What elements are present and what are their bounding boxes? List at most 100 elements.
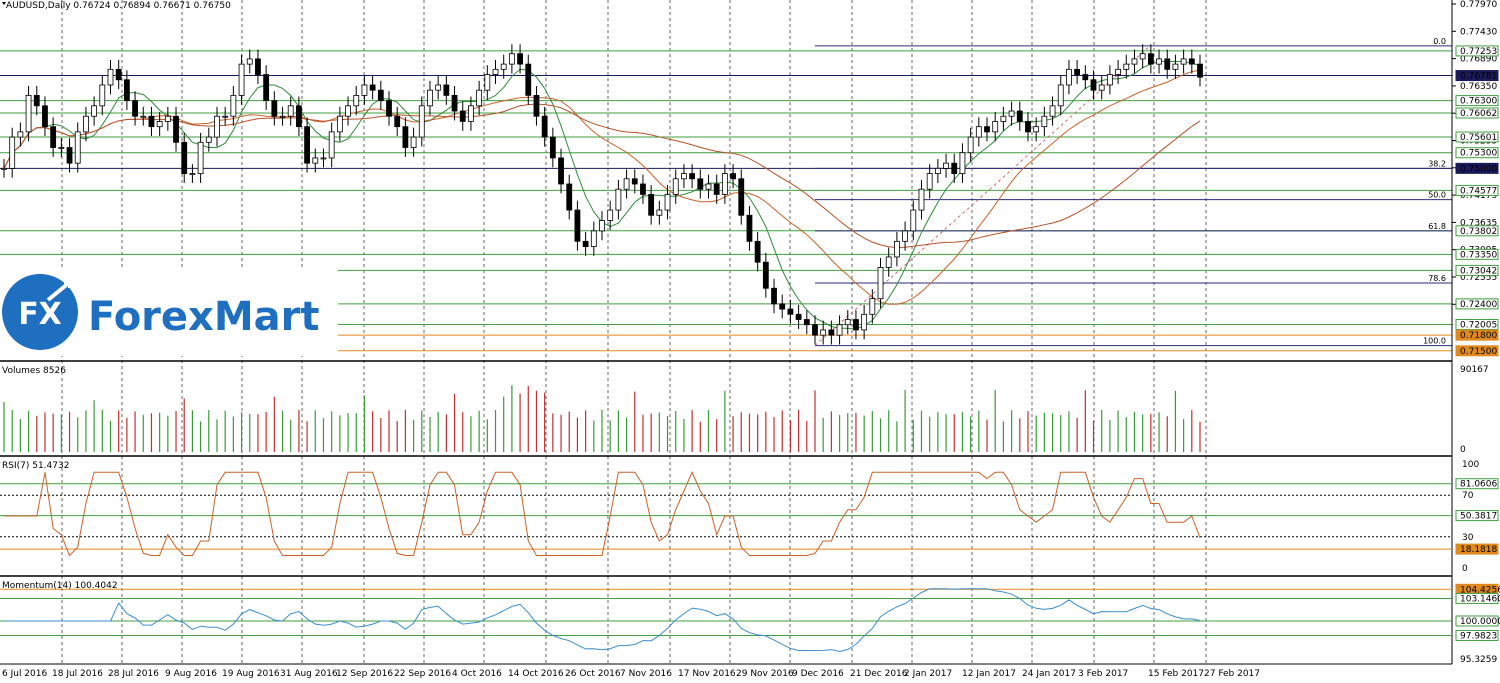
date-label: 24 Jan 2017 bbox=[1022, 669, 1076, 679]
price-label-box bbox=[1455, 264, 1499, 276]
candle-body bbox=[17, 131, 24, 138]
candle-body bbox=[1180, 58, 1187, 65]
price-panel[interactable]: 0.0 38.2 50.0 61.8 78.6 100.0 AUDUSD,Daily 0.… bbox=[0, 1, 1452, 352]
date-label: 12 Sep 2016 bbox=[336, 669, 393, 679]
price-label: 0.73350 bbox=[1460, 250, 1497, 260]
candle-body bbox=[230, 94, 237, 117]
candle-body bbox=[697, 178, 704, 190]
volume-axis: 90167 0 bbox=[1460, 365, 1489, 455]
candle-body bbox=[427, 89, 433, 107]
volume-axis-label: 0 bbox=[1460, 445, 1466, 455]
candle-body bbox=[582, 240, 589, 247]
date-label: 31 Aug 2016 bbox=[280, 669, 338, 679]
fibonacci-label: 61.8 bbox=[1428, 222, 1446, 231]
candle-body bbox=[910, 209, 917, 232]
candle-body bbox=[1025, 121, 1031, 133]
momentum-title: Momentum(14) 100.4042 bbox=[2, 581, 118, 591]
candle-body bbox=[320, 157, 327, 160]
candle-body bbox=[1188, 58, 1195, 65]
candle-body bbox=[1139, 53, 1146, 60]
candle-body bbox=[214, 115, 220, 138]
price-label: 0.74577 bbox=[1460, 186, 1497, 196]
candle-body bbox=[189, 173, 196, 175]
candle-body bbox=[1123, 63, 1130, 70]
candle-body bbox=[967, 136, 974, 154]
moving-average-line bbox=[3, 69, 1201, 305]
price-label: 0.77253 bbox=[1460, 47, 1497, 57]
price-tick-label: 0.77970 bbox=[1460, 0, 1497, 10]
panel-collapse-icon[interactable] bbox=[2, 2, 6, 5]
price-tick-label: 0.77430 bbox=[1460, 27, 1497, 37]
candle-body bbox=[984, 126, 990, 133]
candle-body bbox=[885, 256, 892, 268]
candle-body bbox=[386, 100, 392, 117]
candle-body bbox=[541, 115, 548, 138]
fibonacci-label: 50.0 bbox=[1428, 191, 1446, 200]
date-label: 18 Jul 2016 bbox=[52, 669, 103, 679]
candle-body bbox=[1131, 58, 1138, 65]
candles bbox=[1, 44, 1203, 345]
candle-body bbox=[1090, 79, 1097, 91]
candle-body bbox=[1049, 105, 1056, 117]
candle-body bbox=[377, 89, 384, 102]
price-tick-label: 0.76890 bbox=[1460, 55, 1497, 65]
candle-body bbox=[468, 105, 474, 122]
candle-body bbox=[787, 308, 794, 315]
candle-body bbox=[402, 126, 409, 148]
candle-body bbox=[33, 94, 40, 107]
candle-body bbox=[992, 121, 999, 133]
date-label: 14 Oct 2016 bbox=[508, 669, 564, 679]
candle-body bbox=[205, 136, 212, 143]
rsi-axis-label: 100 bbox=[1462, 460, 1479, 470]
candle-body bbox=[508, 53, 515, 65]
momentum-panel[interactable]: Momentum(14) 100.4042 bbox=[0, 581, 1452, 653]
candle-body bbox=[1082, 74, 1089, 81]
price-label-box bbox=[1455, 107, 1499, 119]
price-label-box bbox=[1455, 318, 1499, 330]
candle-body bbox=[1098, 84, 1105, 91]
date-axis[interactable]: 6 Jul 2016 18 Jul 2016 28 Jul 2016 9 Aug 20… bbox=[2, 669, 1260, 679]
candle-body bbox=[42, 105, 48, 128]
price-tick-label: 0.73635 bbox=[1460, 218, 1497, 228]
price-label: 0.71800 bbox=[1460, 331, 1497, 341]
date-label: 26 Oct 2016 bbox=[565, 669, 621, 679]
candle-body bbox=[1115, 68, 1121, 75]
candle-body bbox=[566, 183, 573, 211]
candle-body bbox=[730, 173, 736, 180]
candle-body bbox=[828, 329, 835, 336]
price-label: 0.73042 bbox=[1460, 266, 1497, 276]
price-label-box bbox=[1455, 248, 1499, 260]
price-label: 0.76781 bbox=[1460, 72, 1497, 82]
candle-body bbox=[746, 214, 753, 242]
candle-body bbox=[926, 173, 933, 190]
date-label: 15 Feb 2017 bbox=[1148, 669, 1204, 679]
price-tick-label: 0.74175 bbox=[1460, 191, 1497, 201]
price-axis[interactable]: 0.779700.774300.768900.763500.757950.752… bbox=[1452, 0, 1499, 357]
candle-body bbox=[934, 167, 941, 174]
candle-body bbox=[435, 84, 442, 91]
candle-body bbox=[844, 319, 851, 326]
candle-body bbox=[410, 136, 417, 148]
volumes-panel[interactable]: Volumes 8526 bbox=[2, 366, 1201, 452]
candle-body bbox=[1016, 110, 1023, 122]
candle-body bbox=[803, 319, 810, 326]
volume-axis-label: 90167 bbox=[1460, 365, 1489, 375]
candle-body bbox=[1172, 63, 1179, 70]
price-label: 0.76300 bbox=[1460, 97, 1497, 107]
candle-body bbox=[451, 94, 458, 112]
logo-text: ForexMart bbox=[88, 294, 319, 340]
volume-bars bbox=[3, 385, 1201, 452]
rsi-level-label: 50.3817 bbox=[1460, 512, 1497, 522]
candle-body bbox=[623, 178, 630, 190]
momentum-label-box bbox=[1455, 592, 1499, 604]
candle-body bbox=[918, 188, 925, 211]
rsi-panel[interactable]: RSI(7) 51.4732 bbox=[0, 461, 1452, 557]
candle-body bbox=[50, 126, 57, 148]
fibonacci-label: 78.6 bbox=[1428, 274, 1446, 283]
date-label: 4 Oct 2016 bbox=[452, 669, 502, 679]
price-label: 0.75300 bbox=[1460, 149, 1497, 159]
price-tick-label: 0.76350 bbox=[1460, 82, 1497, 92]
candle-body bbox=[1, 167, 7, 170]
candle-body bbox=[255, 58, 261, 75]
candle-body bbox=[115, 68, 122, 81]
